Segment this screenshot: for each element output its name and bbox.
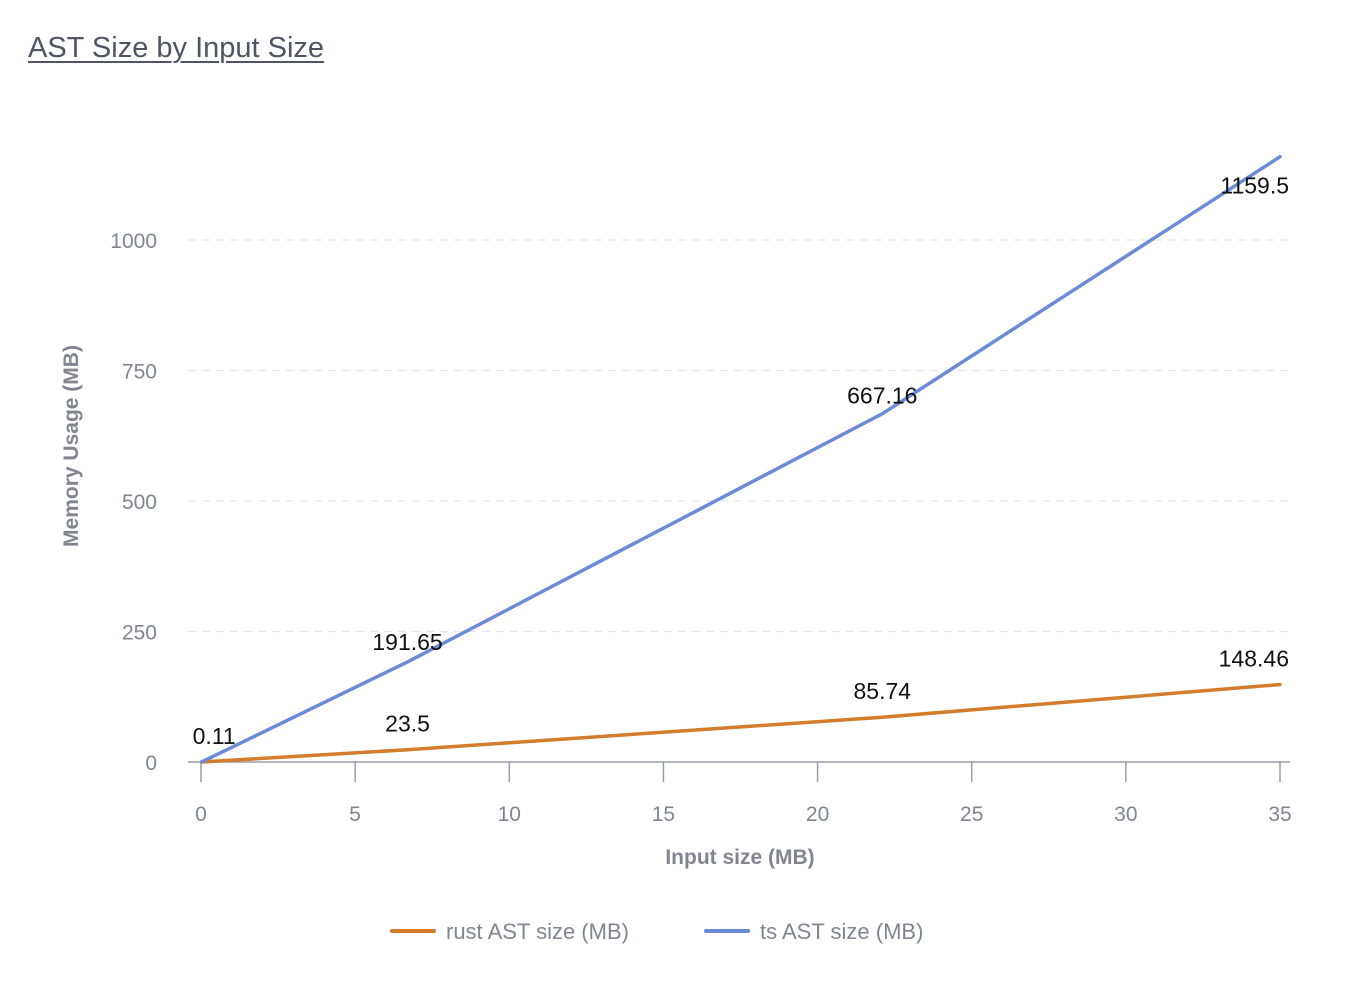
data-label: 85.74 xyxy=(854,678,912,704)
data-label: 667.16 xyxy=(847,383,917,409)
x-tick-label: 0 xyxy=(195,803,207,826)
legend-item[interactable]: ts AST size (MB) xyxy=(760,919,923,944)
y-tick-label: 750 xyxy=(122,361,157,384)
data-label: 191.65 xyxy=(372,629,442,655)
x-axis-title: Input size (MB) xyxy=(665,846,814,869)
grid-lines xyxy=(188,239,1290,633)
axes: 0 250 500 750 1000 0 5 10 15 20 25 30 35 xyxy=(110,230,1291,826)
data-labels: 23.5 85.74 148.46 0.11 191.65 667.16 1159.5 xyxy=(193,173,1289,749)
legend: rust AST size (MB) ts AST size (MB) xyxy=(390,919,923,944)
y-tick-label: 1000 xyxy=(110,230,157,253)
series-line-rust[interactable] xyxy=(199,682,1282,764)
legend-item[interactable]: rust AST size (MB) xyxy=(446,919,629,944)
y-tick-label: 0 xyxy=(145,752,157,775)
x-tick-label: 5 xyxy=(349,803,361,826)
x-tick-label: 30 xyxy=(1114,803,1137,826)
y-tick-label: 500 xyxy=(122,491,157,514)
y-tick-label: 250 xyxy=(122,622,157,645)
data-label: 0.11 xyxy=(193,723,236,749)
x-tick-label: 20 xyxy=(806,803,829,826)
data-label: 148.46 xyxy=(1219,646,1289,672)
y-axis-title: Memory Usage (MB) xyxy=(60,345,83,547)
data-label: 23.5 xyxy=(385,711,430,737)
x-tick-label: 35 xyxy=(1268,803,1291,826)
series-line-ts[interactable] xyxy=(199,154,1282,764)
x-tick-label: 25 xyxy=(960,803,983,826)
chart-title[interactable]: AST Size by Input Size xyxy=(28,32,325,64)
series-lines xyxy=(199,154,1282,764)
x-tick-label: 10 xyxy=(498,803,521,826)
x-tick-label: 15 xyxy=(652,803,675,826)
data-label: 1159.5 xyxy=(1220,173,1289,199)
